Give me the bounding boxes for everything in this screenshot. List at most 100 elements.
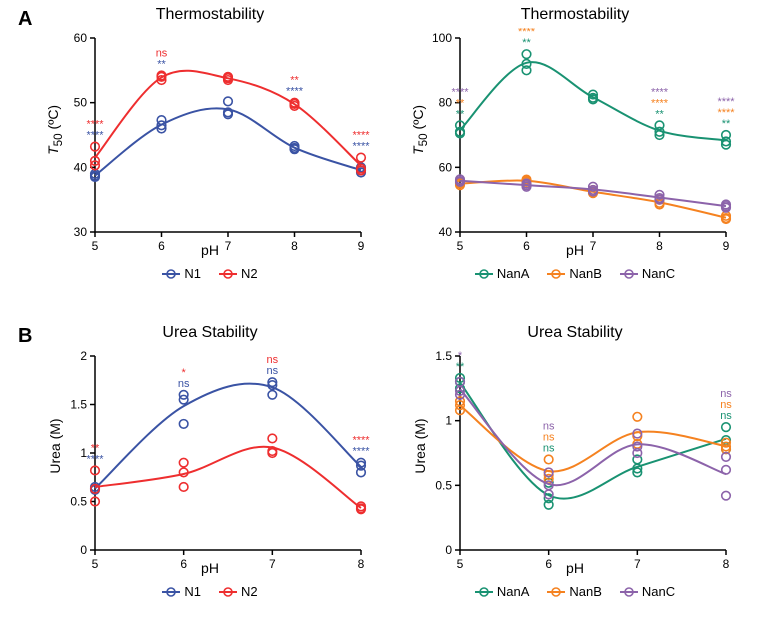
panel-a-right-legend: NanA NanB NanC — [410, 266, 740, 281]
svg-text:****: **** — [717, 107, 735, 119]
svg-text:****: **** — [651, 86, 669, 98]
panel-b-left: Urea Stability Urea (M) 00.511.525678***… — [45, 328, 375, 618]
svg-text:*: * — [458, 350, 463, 362]
svg-text:0: 0 — [80, 543, 87, 557]
svg-text:**: ** — [91, 442, 100, 454]
legend-item-n2: N2 — [219, 266, 258, 281]
svg-text:**: ** — [522, 37, 531, 49]
legend-item-n2: N2 — [219, 584, 258, 599]
legend-label-nanc: NanC — [642, 266, 675, 281]
legend-label-n1: N1 — [184, 266, 201, 281]
svg-text:****: **** — [352, 130, 370, 142]
svg-text:40: 40 — [439, 225, 453, 239]
legend-label-n2: N2 — [241, 266, 258, 281]
svg-text:ns: ns — [267, 354, 279, 366]
figure-root: A B Thermostability T50 (ºC) 30405060567… — [0, 0, 775, 637]
legend-label-n2: N2 — [241, 584, 258, 599]
panel-b-right-title: Urea Stability — [410, 324, 740, 342]
panel-a-left: Thermostability T50 (ºC) 3040506056789**… — [45, 10, 375, 300]
legend-label-nanc: NanC — [642, 584, 675, 599]
panel-a-right-title: Thermostability — [410, 6, 740, 24]
svg-text:30: 30 — [74, 225, 88, 239]
panel-b-right-plot: 00.511.55678***nsnsnsnsnsns — [410, 346, 740, 586]
svg-text:**: ** — [655, 108, 664, 120]
panel-a-right: Thermostability T50 (ºC) 40608010056789*… — [410, 10, 740, 300]
legend-swatch-nanc — [620, 586, 638, 598]
legend-swatch-nanb — [547, 586, 565, 598]
svg-text:****: **** — [717, 96, 735, 108]
svg-text:**: ** — [456, 97, 465, 109]
legend-label-nanb: NanB — [569, 266, 602, 281]
panel-b-right-xlabel: pH — [410, 560, 740, 576]
svg-text:**: ** — [290, 75, 299, 87]
legend-label-nana: NanA — [497, 584, 530, 599]
svg-text:****: **** — [651, 97, 669, 109]
svg-text:100: 100 — [432, 31, 452, 45]
panel-a-left-xlabel: pH — [45, 242, 375, 258]
svg-text:****: **** — [286, 86, 304, 98]
svg-text:50: 50 — [74, 96, 88, 110]
panel-a-right-xlabel: pH — [410, 242, 740, 258]
legend-swatch-n2 — [219, 586, 237, 598]
svg-text:ns: ns — [543, 442, 555, 454]
legend-item-n1: N1 — [162, 584, 201, 599]
panel-a-right-plot: 40608010056789**************************… — [410, 28, 740, 268]
svg-text:2: 2 — [80, 349, 87, 363]
legend-label-nanb: NanB — [569, 584, 602, 599]
legend-item-nana: NanA — [475, 584, 530, 599]
svg-text:****: **** — [352, 435, 370, 447]
svg-text:ns: ns — [267, 365, 279, 377]
legend-swatch-nanc — [620, 268, 638, 280]
svg-text:*: * — [182, 367, 187, 379]
svg-text:**: ** — [456, 361, 465, 373]
svg-text:60: 60 — [74, 31, 88, 45]
panel-a-left-title: Thermostability — [45, 6, 375, 24]
svg-text:80: 80 — [439, 96, 453, 110]
panel-b-left-plot: 00.511.525678******ns*nsns******** — [45, 346, 375, 586]
legend-label-n1: N1 — [184, 584, 201, 599]
legend-item-n1: N1 — [162, 266, 201, 281]
svg-text:1.5: 1.5 — [435, 349, 452, 363]
legend-item-nanb: NanB — [547, 266, 602, 281]
legend-item-nanc: NanC — [620, 266, 675, 281]
svg-text:1: 1 — [445, 414, 452, 428]
svg-text:****: **** — [352, 446, 370, 458]
svg-text:ns: ns — [543, 431, 555, 443]
legend-swatch-nanb — [547, 268, 565, 280]
svg-text:****: **** — [352, 141, 370, 153]
legend-swatch-nana — [475, 586, 493, 598]
svg-text:1.5: 1.5 — [70, 398, 87, 412]
svg-text:ns: ns — [543, 420, 555, 432]
svg-text:40: 40 — [74, 160, 88, 174]
svg-text:ns: ns — [720, 388, 732, 400]
legend-swatch-n1 — [162, 586, 180, 598]
svg-text:ns: ns — [720, 399, 732, 411]
panel-label-a: A — [18, 8, 32, 31]
svg-text:****: **** — [86, 453, 104, 465]
svg-text:**: ** — [456, 108, 465, 120]
panel-b-right: Urea Stability Urea (M) 00.511.55678***n… — [410, 328, 740, 618]
svg-text:**: ** — [722, 118, 731, 130]
legend-swatch-nana — [475, 268, 493, 280]
panel-b-left-title: Urea Stability — [45, 324, 375, 342]
legend-item-nanb: NanB — [547, 584, 602, 599]
svg-text:60: 60 — [439, 160, 453, 174]
legend-swatch-n2 — [219, 268, 237, 280]
panel-label-b: B — [18, 325, 32, 348]
svg-text:****: **** — [518, 28, 536, 38]
svg-text:**: ** — [157, 59, 166, 71]
legend-item-nana: NanA — [475, 266, 530, 281]
svg-text:0: 0 — [445, 543, 452, 557]
panel-b-left-xlabel: pH — [45, 560, 375, 576]
panel-b-left-legend: N1 N2 — [45, 584, 375, 599]
svg-text:****: **** — [86, 130, 104, 142]
panel-a-left-plot: 3040506056789**********ns************** — [45, 28, 375, 268]
svg-text:0.5: 0.5 — [435, 478, 452, 492]
panel-a-left-legend: N1 N2 — [45, 266, 375, 281]
svg-text:****: **** — [86, 119, 104, 131]
svg-text:****: **** — [451, 86, 469, 98]
legend-swatch-n1 — [162, 268, 180, 280]
legend-label-nana: NanA — [497, 266, 530, 281]
legend-item-nanc: NanC — [620, 584, 675, 599]
svg-text:ns: ns — [178, 378, 190, 390]
